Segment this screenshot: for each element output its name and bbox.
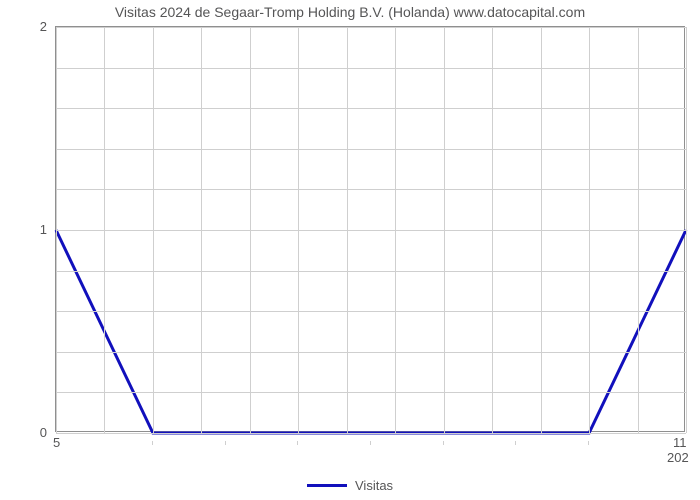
chart-container: { "chart": { "type": "line", "title": "V… [0, 0, 700, 500]
x-tick-mark [443, 441, 444, 445]
grid-line-horizontal [56, 311, 686, 312]
grid-line-horizontal [56, 149, 686, 150]
grid-line-horizontal [56, 271, 686, 272]
legend: Visitas [307, 478, 393, 493]
grid-line-horizontal [56, 352, 686, 353]
x-tick-mark [297, 441, 298, 445]
x-secondary-label: 202 [667, 450, 689, 465]
series-polyline [56, 230, 686, 433]
grid-line-horizontal [56, 27, 686, 28]
grid-line-horizontal [56, 189, 686, 190]
y-tick-label: 2 [40, 19, 47, 34]
chart-title: Visitas 2024 de Segaar-Tromp Holding B.V… [0, 4, 700, 20]
x-tick-mark [370, 441, 371, 445]
y-tick-label: 1 [40, 222, 47, 237]
x-tick-label-right: 11 [673, 435, 687, 450]
legend-label: Visitas [355, 478, 393, 493]
x-tick-mark [588, 441, 589, 445]
grid-line-vertical [686, 27, 687, 433]
x-tick-mark [225, 441, 226, 445]
x-tick-mark [515, 441, 516, 445]
plot-area [55, 26, 685, 432]
legend-swatch [307, 484, 347, 487]
grid-line-horizontal [56, 230, 686, 231]
grid-line-horizontal [56, 433, 686, 434]
grid-line-horizontal [56, 108, 686, 109]
grid-line-horizontal [56, 68, 686, 69]
x-tick-label-left: 5 [53, 435, 60, 450]
grid-line-horizontal [56, 392, 686, 393]
y-tick-label: 0 [40, 425, 47, 440]
x-tick-mark [152, 441, 153, 445]
